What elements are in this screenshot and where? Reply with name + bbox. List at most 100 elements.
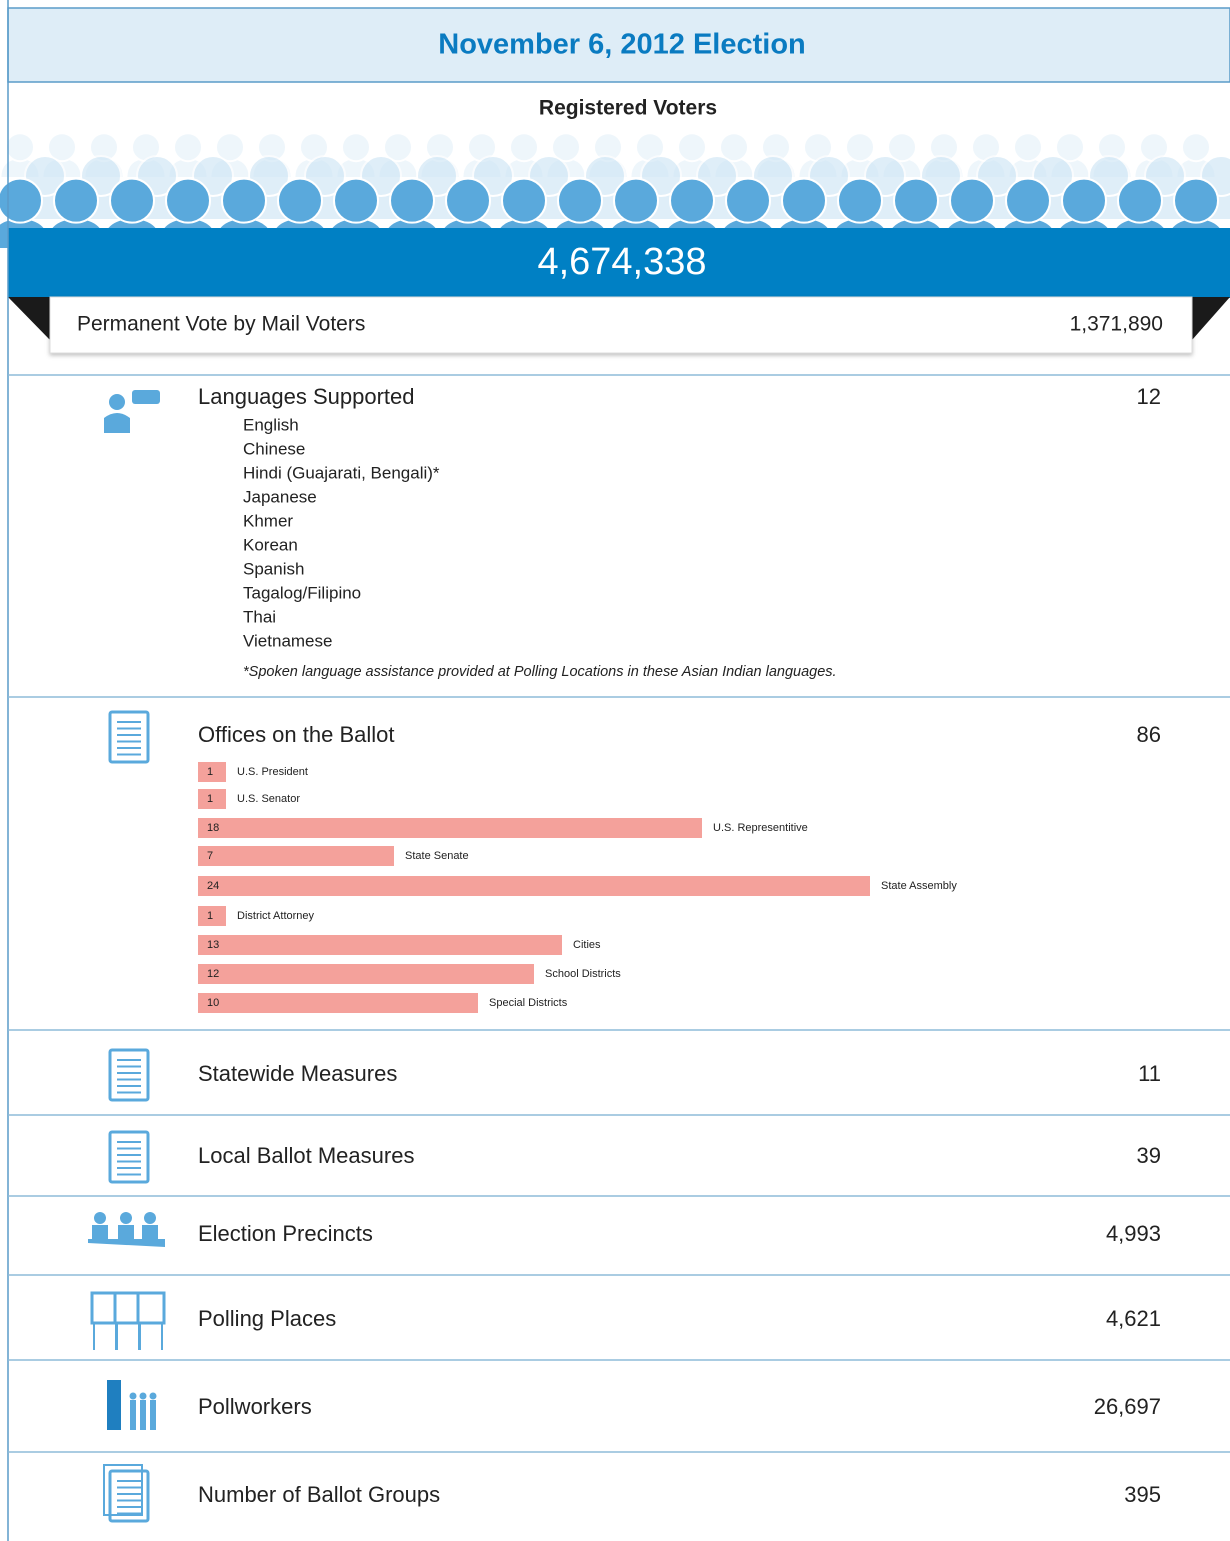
office-count: 1	[207, 766, 213, 778]
person-head	[341, 132, 371, 163]
language-item: Thai	[243, 607, 276, 626]
person-head	[0, 177, 43, 224]
header-band	[7, 7, 1230, 83]
office-count: 18	[207, 822, 219, 834]
icon-row	[103, 1464, 150, 1523]
row-value: 4,993	[1106, 1221, 1161, 1246]
icon-offices	[108, 710, 150, 764]
office-count: 10	[207, 997, 219, 1009]
person-head	[893, 177, 939, 224]
header-title: November 6, 2012 Election	[438, 29, 806, 61]
person-head	[669, 177, 715, 224]
person-head	[887, 132, 917, 163]
office-label: State Senate	[405, 850, 469, 862]
row-label: Election Precincts	[198, 1221, 373, 1246]
person-head	[501, 177, 547, 224]
office-label: District Attorney	[237, 910, 315, 922]
office-label: State Assembly	[881, 880, 957, 892]
office-label: Special Districts	[489, 997, 568, 1009]
row-label: Offices on the Ballot	[198, 722, 395, 747]
icon-body	[140, 1400, 146, 1430]
icon-body	[130, 1400, 136, 1430]
icon-body	[118, 1225, 134, 1239]
row-value: 4,621	[1106, 1306, 1161, 1331]
icon-body	[150, 1400, 156, 1430]
person-head	[725, 177, 771, 224]
icon-sheet	[108, 1469, 150, 1523]
icon-head	[120, 1212, 132, 1224]
row-value: 39	[1137, 1143, 1161, 1168]
person-head	[445, 177, 491, 224]
office-bar	[198, 762, 226, 782]
person-head	[781, 177, 827, 224]
office-bar	[198, 789, 226, 809]
row-value: 12	[1137, 384, 1161, 409]
office-count: 1	[207, 910, 213, 922]
language-item: Hindi (Guajarati, Bengali)*	[243, 463, 440, 482]
row-value: 11	[1138, 1061, 1161, 1086]
person-head	[221, 177, 267, 224]
office-bar	[198, 846, 394, 866]
person-head	[173, 132, 203, 163]
person-head	[109, 177, 155, 224]
office-count: 24	[207, 880, 219, 892]
icon-booth	[107, 1380, 121, 1430]
office-bar	[198, 876, 870, 896]
icon-table	[88, 1239, 165, 1247]
person-head	[53, 177, 99, 224]
row-label: Polling Places	[198, 1306, 336, 1331]
language-item: Tagalog/Filipino	[243, 583, 361, 602]
person-head	[677, 132, 707, 163]
icon-language	[104, 390, 160, 433]
row-label: Languages Supported	[198, 384, 415, 409]
person-head	[551, 132, 581, 163]
icon-sheet	[108, 1130, 150, 1184]
person-head	[845, 132, 875, 163]
person-head	[1173, 177, 1219, 224]
mail-value: 1,371,890	[1070, 313, 1163, 336]
icon-sheet-back	[103, 1464, 143, 1516]
icon-head	[109, 394, 125, 410]
person-head	[837, 177, 883, 224]
office-label: Cities	[573, 939, 601, 951]
row-value: 86	[1137, 722, 1161, 747]
icon-row	[108, 1130, 150, 1184]
person-head	[333, 177, 379, 224]
row-label: Local Ballot Measures	[198, 1143, 414, 1168]
person-head	[949, 177, 995, 224]
icon-booth	[136, 1291, 166, 1325]
icon-precinct	[88, 1212, 165, 1247]
office-bar	[198, 964, 534, 984]
row-label: Pollworkers	[198, 1394, 312, 1419]
office-label: U.S. President	[237, 766, 308, 778]
person-head	[383, 132, 413, 163]
language-item: Japanese	[243, 487, 317, 506]
icon-head	[144, 1212, 156, 1224]
mail-label: Permanent Vote by Mail Voters	[77, 313, 365, 336]
office-label: U.S. Representitive	[713, 822, 808, 834]
language-item: English	[243, 415, 299, 434]
language-item: Khmer	[243, 511, 293, 530]
icon-booths	[90, 1291, 166, 1350]
office-count: 7	[207, 850, 213, 862]
language-item: Spanish	[243, 559, 304, 578]
icon-head	[94, 1212, 106, 1224]
office-count: 13	[207, 939, 219, 951]
person-head	[719, 132, 749, 163]
icon-head	[129, 1392, 137, 1400]
person-head	[613, 177, 659, 224]
row-label: Statewide Measures	[198, 1061, 397, 1086]
row-label: Number of Ballot Groups	[198, 1482, 440, 1507]
office-bar	[198, 993, 478, 1013]
icon-row	[108, 1048, 150, 1102]
icon-head	[149, 1392, 157, 1400]
icon-head	[139, 1392, 147, 1400]
icon-body	[104, 413, 130, 433]
person-head	[557, 177, 603, 224]
registered-band	[8, 228, 1230, 298]
language-item: Korean	[243, 535, 298, 554]
icon-pollworkers	[107, 1380, 157, 1430]
icon-sheet	[108, 710, 150, 764]
person-head	[509, 132, 539, 163]
